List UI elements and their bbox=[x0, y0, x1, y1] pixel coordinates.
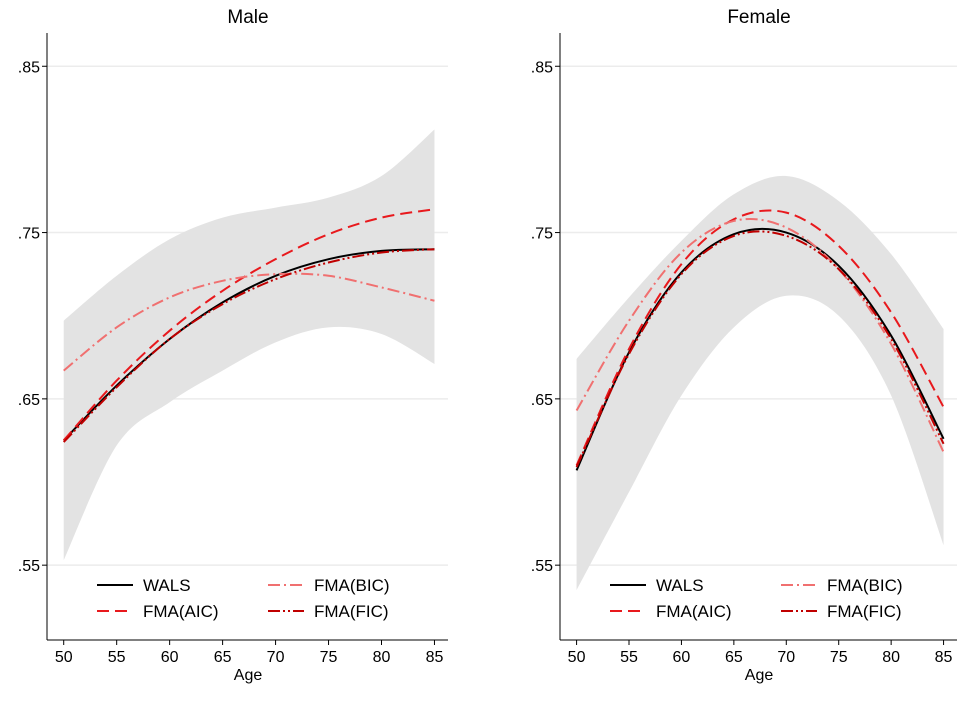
panel-1-legend-label-3: FMA(BIC) bbox=[314, 576, 390, 595]
panel-2-x-tick-label-6: 75 bbox=[830, 649, 848, 666]
panel-1-x-tick-label-4: 65 bbox=[214, 649, 232, 666]
panel-2: .55 .65 .75 .85 50 55 60 65 70 75 80 85 Age Female WAL… bbox=[531, 7, 957, 684]
panel-2-legend-label-2: FMA(AIC) bbox=[656, 602, 732, 621]
panel-2-legend-label-3: FMA(BIC) bbox=[827, 576, 903, 595]
panel-2-x-tick-label-4: 65 bbox=[725, 649, 743, 666]
panel-1-x-tick-label-5: 70 bbox=[267, 649, 285, 666]
panel-2-x-tick-label-5: 70 bbox=[777, 649, 795, 666]
panel-2-x-tick-label-1: 50 bbox=[568, 649, 586, 666]
panel-1-title: Male bbox=[227, 7, 268, 28]
panel-1-y-tick-label-4: .85 bbox=[18, 59, 40, 76]
panel-2-series-fma-fic bbox=[575, 230, 945, 468]
panel-2-x-tick-label-8: 85 bbox=[935, 649, 953, 666]
panel-1-series-wals bbox=[62, 248, 435, 442]
panel-1-x-tick-label-7: 80 bbox=[373, 649, 391, 666]
panel-1-legend-label-1: WALS bbox=[143, 576, 191, 595]
panel-2-x-axis-title: Age bbox=[745, 667, 774, 684]
panel-2-y-tick-label-1: .55 bbox=[531, 558, 553, 575]
panel-1-legend-label-4: FMA(FIC) bbox=[314, 602, 389, 621]
panel-2-x-tick-label-3: 60 bbox=[673, 649, 691, 666]
panel-2-y-tick-label-2: .65 bbox=[531, 392, 553, 409]
panel-1-x-tick-label-2: 55 bbox=[108, 649, 126, 666]
panel-2-confidence-band bbox=[576, 175, 944, 591]
panel-2-series-fma-aic bbox=[575, 209, 945, 466]
panel-1-x-tick-label-1: 50 bbox=[55, 649, 73, 666]
panel-1-y-tick-label-3: .75 bbox=[18, 226, 40, 243]
panel-1-x-tick-label-6: 75 bbox=[320, 649, 338, 666]
panel-1-legend-label-2: FMA(AIC) bbox=[143, 602, 219, 621]
panel-2-x-tick-label-7: 80 bbox=[882, 649, 900, 666]
panel-1-x-tick-label-3: 60 bbox=[161, 649, 179, 666]
panel-1-y-tick-label-2: .65 bbox=[18, 392, 40, 409]
panel-2-y-tick-label-4: .85 bbox=[531, 59, 553, 76]
panel-2-series-fma-bic bbox=[575, 218, 945, 453]
panel-2-legend-label-1: WALS bbox=[656, 576, 704, 595]
panel-1-series-fma-bic bbox=[63, 272, 435, 372]
panel-1-x-tick-label-8: 85 bbox=[426, 649, 444, 666]
panel-1-series-fma-fic bbox=[62, 248, 435, 443]
panel-2-title: Female bbox=[727, 7, 790, 28]
panel-1-x-axis-title: Age bbox=[234, 667, 263, 684]
panel-1: .55 .65 .75 .85 50 55 60 65 70 75 80 85 Age Male WALS F… bbox=[18, 7, 448, 684]
panel-1-confidence-band bbox=[63, 129, 435, 561]
panel-2-y-tick-label-3: .75 bbox=[531, 226, 553, 243]
panel-1-y-tick-label-1: .55 bbox=[18, 558, 40, 575]
panel-2-x-tick-label-2: 55 bbox=[620, 649, 638, 666]
panel-1-series-fma-aic bbox=[62, 208, 435, 442]
panel-2-legend-label-4: FMA(FIC) bbox=[827, 602, 902, 621]
